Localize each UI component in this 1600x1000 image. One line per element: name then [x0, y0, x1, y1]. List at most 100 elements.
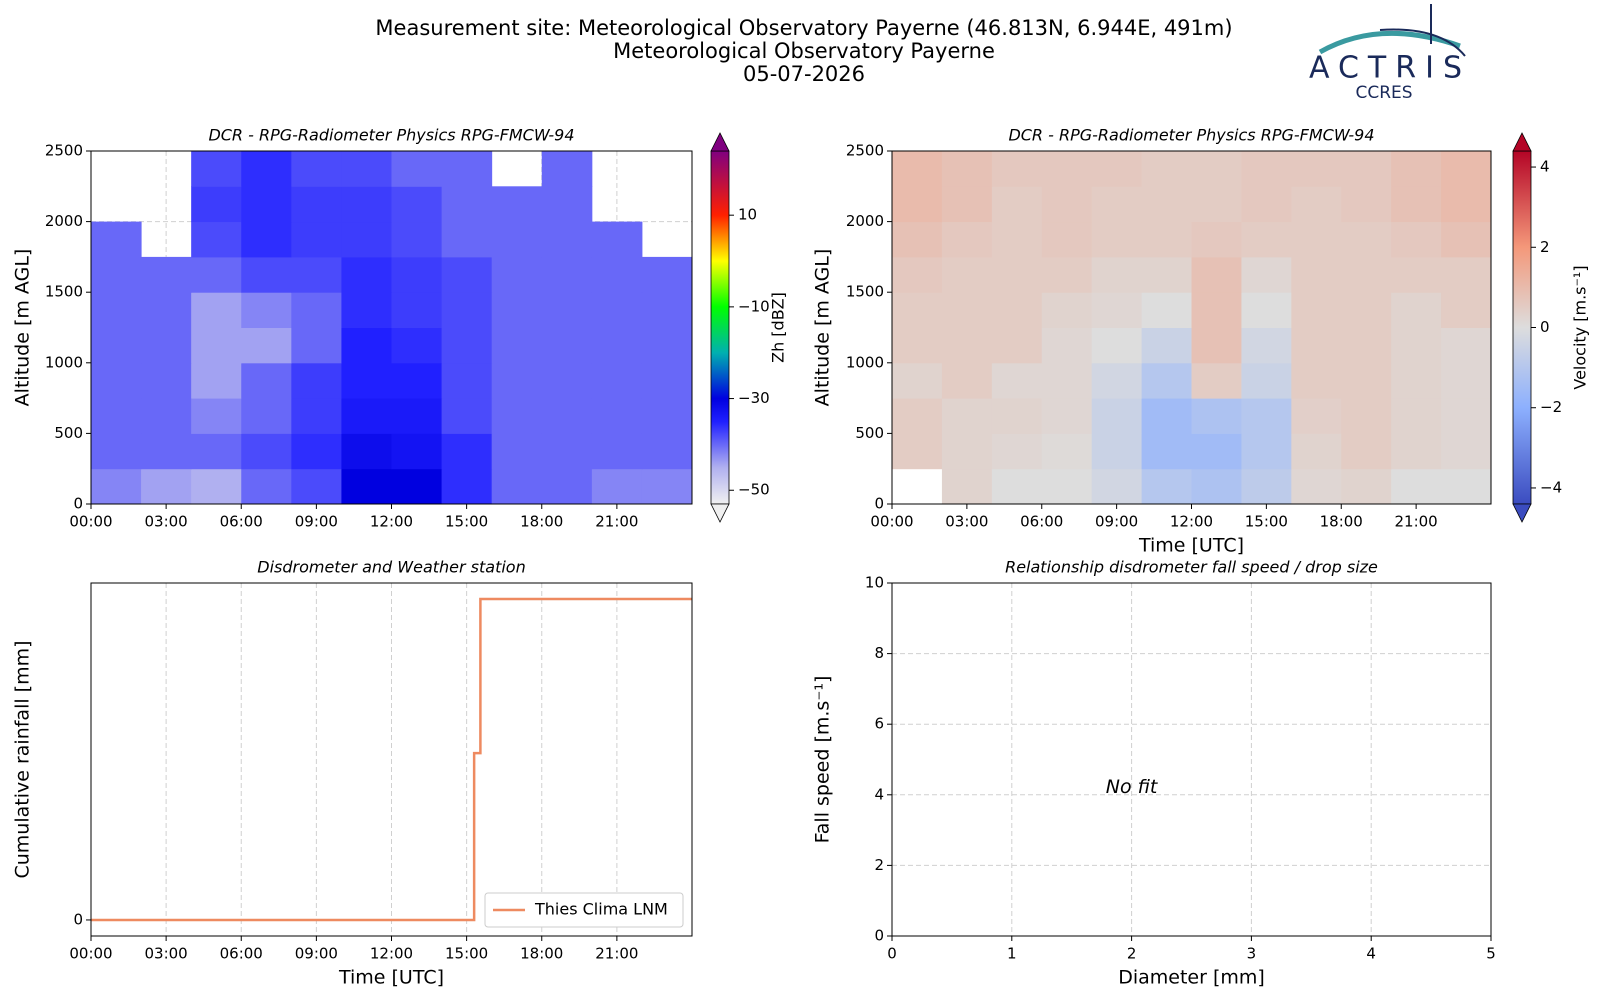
- x-tick-label: 1: [1007, 945, 1017, 963]
- heat-cell: [1291, 292, 1342, 328]
- heat-cell: [1141, 292, 1192, 328]
- y-tick-label: 2000: [45, 212, 83, 230]
- heat-cell: [541, 292, 593, 328]
- heat-cell: [291, 362, 342, 399]
- heat-cell: [491, 256, 543, 293]
- heat-cell: [1291, 398, 1342, 434]
- heat-cell: [1091, 221, 1143, 258]
- heat-cell: [141, 433, 192, 470]
- heat-cell: [1441, 151, 1492, 187]
- heat-cell: [1091, 151, 1143, 187]
- heat-cell: [391, 362, 443, 399]
- heat-cell: [1391, 221, 1442, 258]
- heat-cell: [1141, 221, 1192, 258]
- heat-cell: [391, 433, 443, 470]
- heat-cell: [1441, 468, 1492, 505]
- heat-cell: [1091, 468, 1143, 505]
- heat-cell: [1091, 256, 1143, 293]
- colorbar-tick-label: 10: [738, 206, 757, 224]
- heat-cell: [441, 362, 493, 399]
- x-tick-label: 3: [1247, 945, 1257, 963]
- heat-cell: [541, 468, 593, 505]
- heat-cell: [1041, 362, 1093, 399]
- heat-cell: [591, 468, 643, 505]
- plot-title: DCR - RPG-Radiometer Physics RPG-FMCW-94: [208, 126, 574, 145]
- heat-cell: [191, 327, 242, 364]
- heat-cell: [141, 398, 192, 434]
- heat-cell: [441, 292, 493, 328]
- heat-cell: [191, 398, 242, 434]
- colorbar-label: Velocity [m.s⁻¹]: [1571, 265, 1590, 389]
- x-tick-label: 09:00: [295, 945, 338, 963]
- heat-cell: [991, 151, 1043, 187]
- heat-cell: [541, 362, 593, 399]
- heat-cell: [341, 362, 392, 399]
- heat-cell: [1341, 256, 1392, 293]
- heat-cell: [1341, 186, 1392, 223]
- heat-cell: [291, 327, 342, 364]
- heat-cell: [341, 468, 392, 505]
- heat-cell: [991, 362, 1043, 399]
- heat-cell: [1041, 468, 1093, 505]
- heat-cell: [1241, 151, 1292, 187]
- heat-cell: [1391, 256, 1442, 293]
- heat-cell: [91, 292, 142, 328]
- heat-cell: [892, 398, 943, 434]
- x-tick-label: 00:00: [870, 513, 913, 531]
- heat-cell: [291, 292, 342, 328]
- heat-cell: [1241, 221, 1292, 258]
- heat-cell: [1091, 186, 1143, 223]
- heat-cell: [341, 151, 392, 187]
- heat-cell: [341, 186, 392, 223]
- heat-cell: [591, 292, 643, 328]
- heat-cell: [892, 327, 943, 364]
- heat-cell: [892, 433, 943, 470]
- heat-cell: [541, 433, 593, 470]
- heat-cell: [1341, 468, 1392, 505]
- heat-cell: [1191, 186, 1242, 223]
- heat-cell: [892, 362, 943, 399]
- x-tick-label: 18:00: [1320, 513, 1363, 531]
- heat-cell: [991, 398, 1043, 434]
- colorbar-tick-label: −2: [1540, 398, 1562, 416]
- heat-cell: [1341, 398, 1392, 434]
- heat-cell: [341, 256, 392, 293]
- heat-cell: [91, 256, 142, 293]
- heat-cell: [1341, 362, 1392, 399]
- heat-cell: [491, 327, 543, 364]
- y-tick-label: 0: [874, 495, 884, 513]
- heat-cell: [991, 468, 1043, 505]
- x-tick-label: 21:00: [595, 513, 638, 531]
- heat-cell: [441, 186, 493, 223]
- heat-cell: [991, 186, 1043, 223]
- heat-cell: [1441, 186, 1492, 223]
- heat-cell: [341, 292, 392, 328]
- x-tick-label: 03:00: [945, 513, 988, 531]
- heat-cell: [391, 151, 443, 187]
- heat-cell: [241, 292, 292, 328]
- logo: ACTRIS CCRES: [1309, 4, 1466, 103]
- x-axis-label: Time [UTC]: [338, 967, 444, 989]
- heat-cell: [1391, 327, 1442, 364]
- heat-cell: [241, 398, 292, 434]
- colorbar-tick-label: 2: [1540, 238, 1550, 256]
- y-axis-label: Altitude [m AGL]: [812, 249, 834, 407]
- heat-cell: [941, 433, 993, 470]
- heat-cell: [241, 468, 292, 505]
- y-tick-label: 6: [874, 715, 884, 733]
- colorbar-extend: [710, 132, 730, 152]
- heat-cell: [1341, 292, 1392, 328]
- heat-cell: [1291, 327, 1342, 364]
- x-tick-label: 18:00: [520, 945, 563, 963]
- heat-cell: [1291, 221, 1342, 258]
- heat-cell: [391, 327, 443, 364]
- colorbar-tick-label: −50: [738, 481, 770, 499]
- heat-cell: [491, 221, 543, 258]
- heat-cell: [1341, 327, 1392, 364]
- heat-cell: [191, 256, 242, 293]
- heat-cell: [291, 221, 342, 258]
- heat-cell: [391, 292, 443, 328]
- heat-cell: [241, 433, 292, 470]
- heat-cell: [892, 186, 943, 223]
